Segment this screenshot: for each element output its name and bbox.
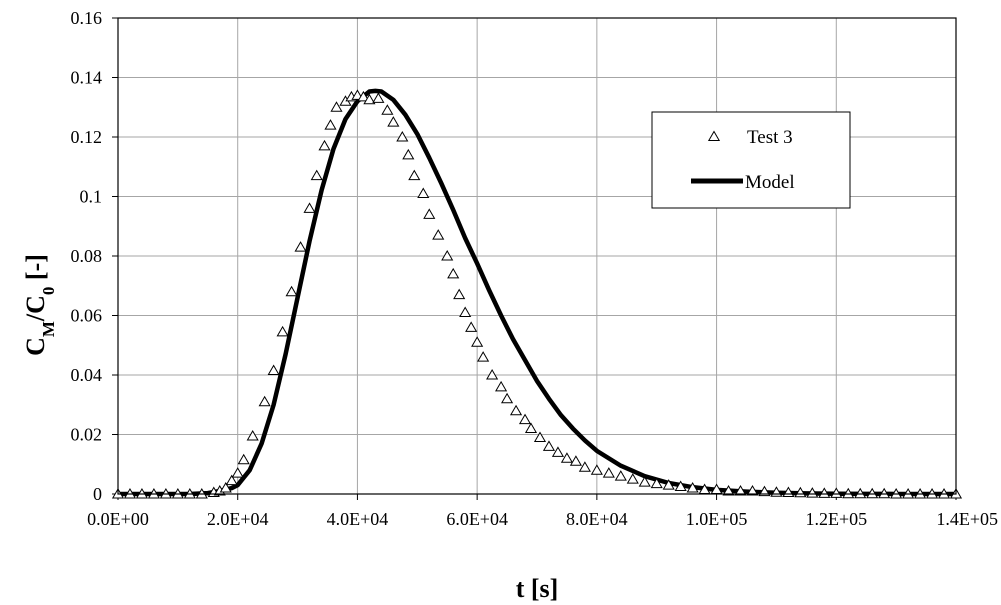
test3-point: [818, 487, 831, 498]
legend-model-label: Model: [745, 172, 795, 193]
x-tick-label: 2.0E+04: [207, 509, 269, 529]
test3-point: [842, 487, 855, 499]
test3-point: [578, 461, 591, 472]
test3-point: [459, 306, 472, 318]
test3-point: [650, 477, 663, 489]
y-tick-label: 0.06: [71, 306, 103, 326]
x-axis-title: t [s]: [516, 574, 559, 603]
test3-point: [518, 413, 532, 425]
test3-point: [830, 487, 843, 498]
test3-point: [590, 464, 603, 475]
legend: Test 3 Model: [651, 111, 851, 209]
test3-point: [746, 485, 759, 496]
test3-point: [408, 169, 421, 181]
y-axis-ticks: 0 0.02 0.04 0.06 0.08 0.1 0.12 0.14 0.16: [71, 8, 118, 504]
test3-point: [551, 446, 565, 457]
test3-point: [674, 480, 687, 492]
test3-point: [324, 119, 337, 130]
y-tick-label: 0.14: [71, 68, 103, 88]
test3-point: [569, 455, 582, 466]
test3-point: [662, 479, 675, 490]
x-axis-ticks: 0.0E+00 2.0E+04 4.0E+04 6.0E+04 8.0E+04 1.0E+…: [87, 494, 998, 529]
test3-point: [231, 467, 244, 478]
y-tick-label: 0.16: [71, 8, 103, 28]
test3-point: [225, 474, 238, 486]
test3-point: [501, 392, 514, 404]
test3-point: [363, 93, 376, 105]
x-tick-label: 6.0E+04: [446, 509, 508, 529]
test3-point: [423, 208, 436, 219]
test3-point: [866, 487, 879, 499]
test3-point: [258, 395, 271, 407]
test3-point: [477, 351, 490, 362]
test3-point: [486, 369, 499, 380]
test3-point: [626, 473, 639, 484]
y-tick-label: 0.1: [80, 187, 103, 207]
y-axis-title: CM/C0 [-]: [21, 254, 58, 356]
test3-point: [441, 250, 454, 261]
test3-point: [878, 487, 891, 499]
y-tick-label: 0.02: [71, 425, 103, 445]
test3-point: [533, 431, 547, 442]
test3-point: [219, 482, 232, 493]
test3-point: [267, 364, 280, 376]
test3-point: [372, 92, 385, 103]
y-tick-label: 0: [93, 484, 102, 504]
test3-point: [495, 380, 508, 392]
test3-point: [276, 325, 289, 337]
test3-point: [602, 467, 615, 478]
test3-point: [638, 476, 651, 487]
x-tick-label: 1.4E+05: [936, 509, 998, 529]
legend-test-label: Test 3: [747, 127, 793, 148]
test3-point: [387, 116, 400, 127]
test3-point: [542, 440, 556, 451]
test3-point: [294, 241, 307, 252]
model-series: [115, 88, 959, 497]
plot-frame: [117, 17, 957, 495]
test3-point: [524, 422, 538, 434]
test3-point: [310, 169, 323, 181]
test3-point: [734, 485, 747, 496]
legend-box: [651, 111, 851, 209]
test3-point: [686, 482, 699, 493]
model-line: [115, 88, 959, 497]
test3-point: [237, 453, 250, 465]
test3-point: [614, 470, 627, 481]
test3-point: [246, 429, 259, 441]
test3-point: [396, 131, 409, 142]
test3-point: [381, 104, 394, 115]
test3-point: [285, 285, 298, 297]
legend-test-marker: [707, 130, 721, 141]
test3-point: [432, 229, 445, 240]
x-tick-label: 4.0E+04: [327, 509, 389, 529]
x-tick-label: 8.0E+04: [566, 509, 628, 529]
test3-point: [447, 267, 460, 279]
test3-point: [417, 187, 430, 199]
x-tick-label: 1.2E+05: [805, 509, 867, 529]
test3-point: [854, 487, 867, 499]
x-tick-label: 0.0E+00: [87, 509, 149, 529]
test3-point: [330, 101, 343, 112]
x-tick-label: 1.0E+05: [686, 509, 748, 529]
test3-point: [465, 321, 478, 332]
y-tick-label: 0.04: [71, 365, 103, 385]
test3-point: [806, 487, 819, 498]
test3-point: [357, 90, 370, 102]
test3-point: [560, 452, 573, 463]
test3-point: [509, 404, 523, 416]
grid-lines: [118, 18, 956, 494]
y-tick-label: 0.12: [71, 127, 103, 147]
y-tick-label: 0.08: [71, 246, 103, 266]
test3-point: [471, 336, 484, 347]
test3-point: [318, 139, 331, 151]
test3-point: [402, 148, 415, 160]
test3-point: [722, 485, 735, 496]
test3-point: [453, 288, 466, 300]
test3-point: [303, 202, 316, 213]
test3-point: [758, 485, 771, 497]
